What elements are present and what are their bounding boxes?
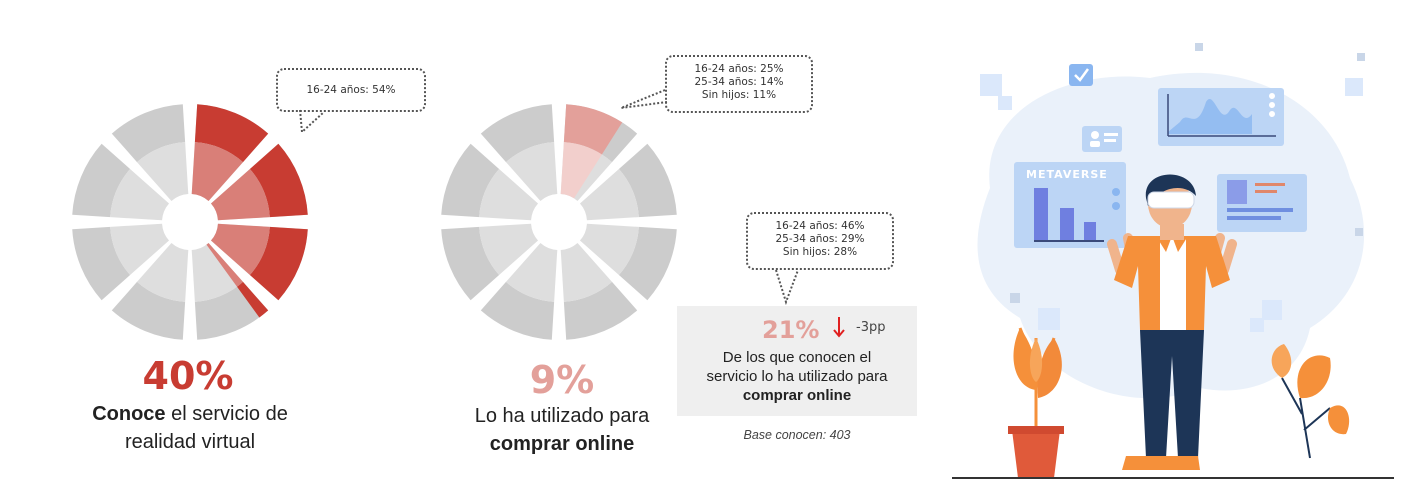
deco-square xyxy=(1195,43,1203,51)
segment-inner xyxy=(560,242,613,302)
segment-inner xyxy=(479,168,539,221)
segment-inner xyxy=(136,242,189,302)
segment-inner-filled xyxy=(191,142,244,202)
callout-used-line-2: 25-34 años: 14% xyxy=(694,76,784,88)
segment-outer xyxy=(72,143,131,218)
segment-outer xyxy=(480,104,555,163)
callout-known: 16-24 años: 54% xyxy=(276,68,426,112)
user-icon xyxy=(1091,131,1099,139)
callout-used-line-1: 16-24 años: 25% xyxy=(694,63,784,75)
radial-chart-used-segments xyxy=(441,104,677,340)
segment-outer-filled xyxy=(194,104,269,163)
check-icon xyxy=(1074,68,1090,82)
caption-conversion-line2: servicio lo ha utilizado para xyxy=(706,368,888,385)
caption-conversion-line1: De los que conocen el xyxy=(722,349,872,366)
segment-outer xyxy=(111,104,186,163)
segment-outer-filled xyxy=(563,104,623,155)
deco-square xyxy=(1262,300,1282,320)
segment-inner xyxy=(136,142,189,202)
hair xyxy=(1145,174,1196,206)
segment-outer-filled xyxy=(249,143,308,218)
segment-outer-filled xyxy=(237,281,269,318)
deco-square xyxy=(980,74,1002,96)
pot xyxy=(1012,430,1060,478)
segment-outer xyxy=(111,281,186,340)
plant-right xyxy=(1271,344,1350,459)
caption-conversion-bold: comprar online xyxy=(742,387,852,404)
radial-chart-used xyxy=(441,104,677,340)
callout-used-line-3: Sin hijos: 11% xyxy=(701,89,777,101)
segment-inner xyxy=(505,142,558,202)
caption-used: Lo ha utilizado para comprar online xyxy=(432,402,692,458)
deco-square xyxy=(1355,228,1363,236)
segment-outer-filled xyxy=(249,226,308,301)
deco-square xyxy=(1010,293,1020,303)
segment-outer xyxy=(618,143,677,218)
segment-inner xyxy=(110,168,170,221)
caption-known-line2: realidad virtual xyxy=(124,431,256,453)
check-tile xyxy=(1069,64,1093,86)
change-label: -3pp xyxy=(856,320,886,335)
caption-known-rest: el servicio de xyxy=(171,403,288,425)
segment-inner-filled xyxy=(210,168,270,221)
metaverse-label: METAVERSE xyxy=(1026,168,1108,181)
caption-used-bold: comprar online xyxy=(489,433,635,455)
segment-inner xyxy=(191,242,244,302)
base-note: Base conocen: 403 xyxy=(743,428,851,442)
segment-inner xyxy=(505,242,558,302)
callout-known-line: 16-24 años: 54% xyxy=(306,84,396,96)
deco-square xyxy=(1345,78,1363,96)
segment-inner xyxy=(479,223,539,276)
pants xyxy=(1140,330,1204,458)
deco-square xyxy=(1038,308,1060,330)
callout-known-users-line-3: Sin hijos: 28% xyxy=(782,246,858,258)
segment-outer xyxy=(441,143,500,218)
segment-outer xyxy=(618,226,677,301)
deco-square xyxy=(998,96,1012,110)
segment-outer xyxy=(480,281,555,340)
callout-used: 16-24 años: 25% 25-34 años: 14% Sin hijo… xyxy=(665,55,813,113)
down-arrow-icon xyxy=(833,317,845,338)
caption-conversion: De los que conocen el servicio lo ha uti… xyxy=(677,348,917,405)
segment-outer xyxy=(441,226,500,301)
plant-left xyxy=(1008,327,1064,478)
value-known: 40% xyxy=(142,354,234,398)
metaverse-illustration: METAVERSE xyxy=(952,43,1394,479)
caption-used-line1: Lo ha utilizado para xyxy=(474,405,650,427)
radial-chart-known xyxy=(72,104,308,340)
caption-known-bold: Conoce xyxy=(92,403,166,425)
value-conversion: 21% xyxy=(762,316,820,344)
segment-outer xyxy=(563,281,638,340)
callout-known-tail xyxy=(299,109,325,135)
value-used: 9% xyxy=(529,358,595,402)
segment-inner-filled xyxy=(210,223,270,276)
line-chart-wave xyxy=(1168,98,1252,134)
callout-known-users: 16-24 años: 46% 25-34 años: 29% Sin hijo… xyxy=(746,212,894,270)
deco-square xyxy=(1357,53,1365,61)
callout-known-users-line-2: 25-34 años: 29% xyxy=(775,233,865,245)
callout-known-users-tail xyxy=(775,269,799,306)
deco-square xyxy=(1250,318,1264,332)
caption-known: Conoce el servicio de realidad virtual xyxy=(55,400,325,456)
radial-chart-known-segments xyxy=(72,104,308,340)
segment-inner-filled xyxy=(206,242,244,287)
person-figure xyxy=(1107,174,1237,470)
callout-known-users-line-1: 16-24 años: 46% xyxy=(775,220,865,232)
segment-inner xyxy=(579,168,639,221)
segment-inner xyxy=(579,223,639,276)
segment-inner-filled xyxy=(560,142,602,199)
callout-used-tail xyxy=(620,89,668,109)
segment-inner xyxy=(110,223,170,276)
conversion-box xyxy=(677,306,917,416)
segment-outer xyxy=(72,226,131,301)
vr-headset xyxy=(1147,191,1195,209)
